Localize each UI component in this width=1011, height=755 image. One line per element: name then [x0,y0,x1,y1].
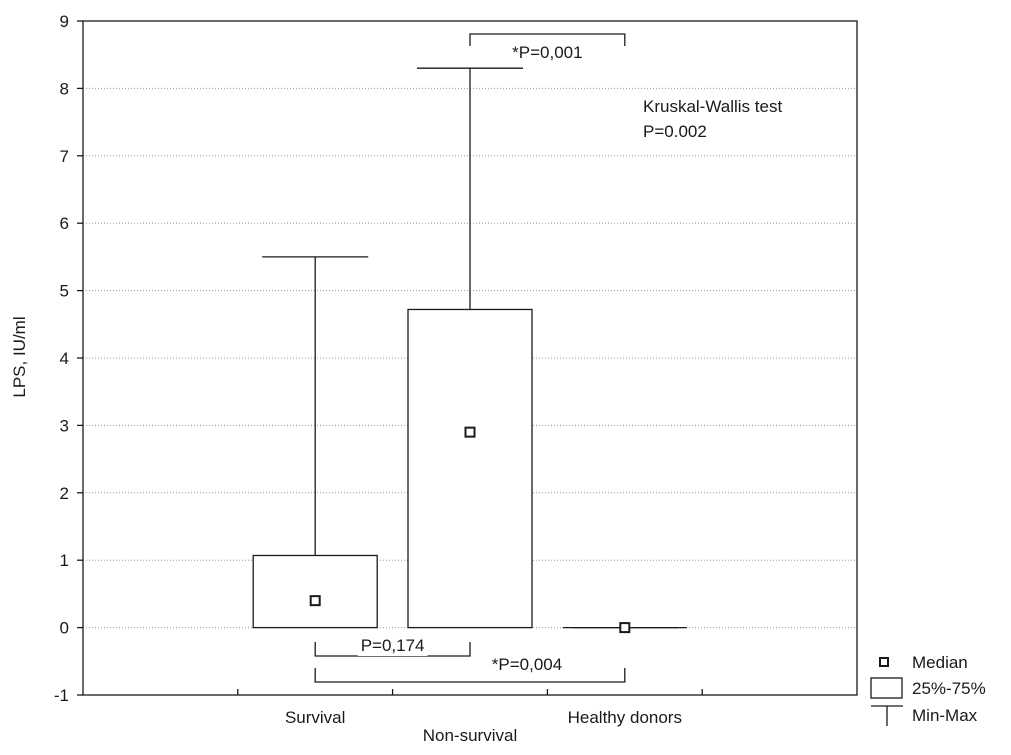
legend-whisker-symbol [871,705,903,726]
y-tick-label: 4 [60,349,69,368]
legend-whisker-label: Min-Max [912,706,978,725]
box-group-healthy-donors [562,622,687,634]
legend-median-marker [879,657,889,667]
y-axis: -1 0 1 2 3 4 5 6 7 8 9 [54,12,83,705]
legend-box-symbol [870,677,903,699]
boxes [252,67,687,634]
box-group-non-survival [407,67,533,629]
y-tick-label: 1 [60,551,69,570]
comparison-brackets: *P=0,001 P=0,174 *P=0,004 [314,33,626,683]
median-marker [464,426,476,438]
iqr-box [252,554,378,629]
bracket-p-value: P=0,174 [361,636,425,655]
y-tick-label: 6 [60,214,69,233]
comparison-bracket-2: P=0,174 [314,635,471,657]
x-category-label: Survival [285,708,345,727]
legend-median-label: Median [912,653,968,672]
bracket-line [469,33,626,46]
legend-box-label: 25%-75% [912,679,986,698]
median-marker [619,622,631,634]
y-axis-title: LPS, IU/ml [10,316,29,397]
x-category-label: Healthy donors [568,708,682,727]
kruskal-wallis-label: Kruskal-Wallis test [643,97,782,116]
kruskal-wallis-p-value: P=0.002 [643,122,707,141]
y-tick-label: 9 [60,12,69,31]
y-tick-label: 7 [60,147,69,166]
bracket-p-value: *P=0,004 [492,655,562,674]
x-axis: Survival Non-survival Healthy donors [237,689,703,745]
y-tick-label: 8 [60,79,69,98]
bracket-line [314,668,626,683]
box-group-survival [252,256,378,629]
bracket-label-background [357,635,428,656]
bracket-label-background [488,654,566,675]
comparison-bracket-3: *P=0,004 [314,654,626,683]
median-marker [309,595,321,607]
y-tick-label: 0 [60,619,69,638]
y-tick-label: -1 [54,686,69,705]
iqr-box [407,308,533,629]
comparison-bracket-1: *P=0,001 [469,33,626,62]
y-tick-label: 5 [60,282,69,301]
bracket-p-value: *P=0,001 [512,43,582,62]
y-tick-label: 3 [60,416,69,435]
legend: Median 25%-75% Min-Max [870,653,986,726]
x-category-label: Non-survival [423,726,517,745]
y-tick-label: 2 [60,484,69,503]
